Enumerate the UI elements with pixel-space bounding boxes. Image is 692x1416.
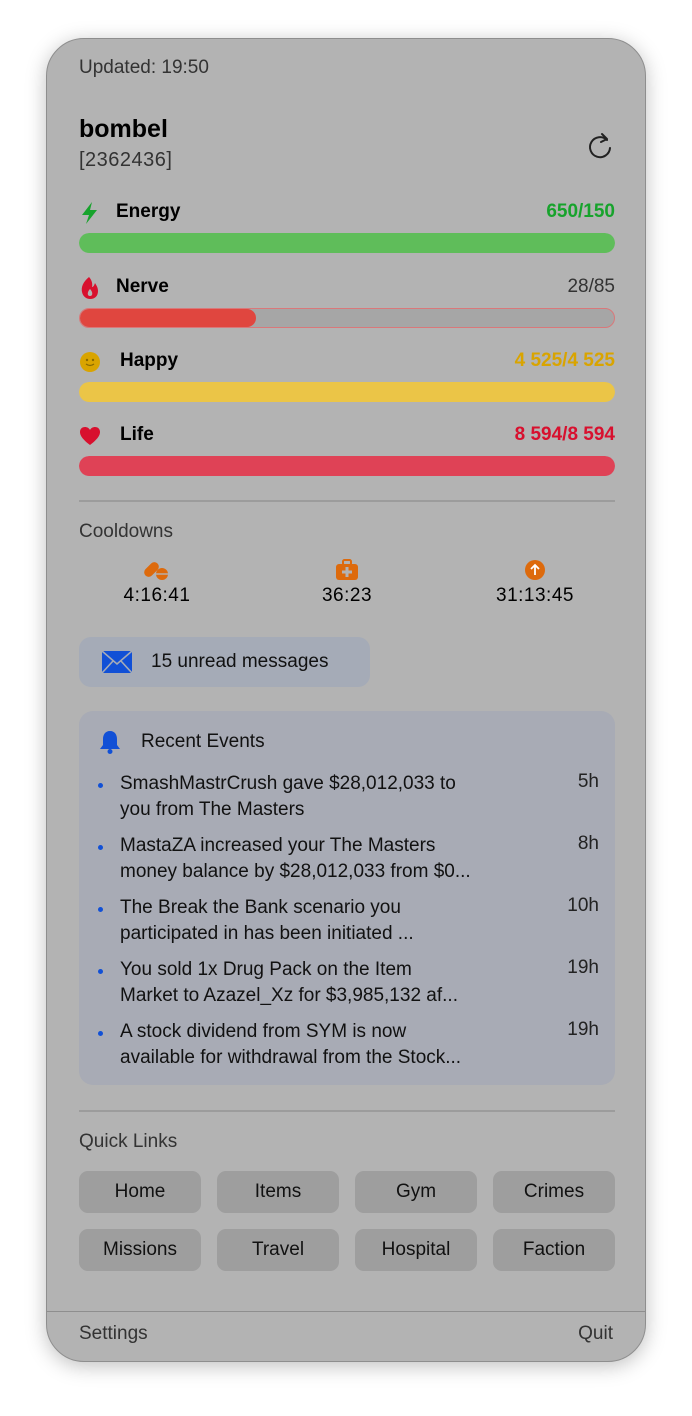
stat-label: Life [120,424,154,445]
event-text-line1: A stock dividend from SYM is now [120,1021,407,1042]
footer-divider [47,1311,645,1312]
cooldown-booster: 31:13:45 [465,559,605,607]
bullet-icon [98,1031,103,1036]
quit-button[interactable]: Quit [578,1323,613,1344]
recent-events-title: Recent Events [141,731,265,752]
booster-arrow-icon [525,560,545,580]
bullet-icon [98,907,103,912]
progress-fill [79,233,615,253]
event-time: 19h [567,1019,599,1040]
quick-links-title: Quick Links [79,1131,178,1152]
unread-messages-button[interactable]: 15 unread messages [79,637,370,687]
event-text-line1: The Break the Bank scenario you [120,897,401,918]
medkit-icon [336,559,358,580]
quick-link-faction[interactable]: Faction [493,1229,615,1271]
smiley-icon [80,352,100,372]
cooldowns-title: Cooldowns [79,521,173,542]
stat-label: Energy [116,201,181,222]
stat-value: 650/150 [546,201,615,222]
envelope-icon [101,650,133,674]
bell-icon [100,731,120,754]
event-time: 10h [567,895,599,916]
stat-value: 28/85 [567,276,615,297]
event-text-line2: available for withdrawal from the Stock.… [120,1047,462,1068]
refresh-icon[interactable] [585,131,615,161]
quick-link-missions[interactable]: Missions [79,1229,201,1271]
event-text-line2: participated in has been initiated ... [120,923,414,944]
progress-fill [80,309,257,327]
messages-label: 15 unread messages [151,651,329,672]
quick-link-hospital[interactable]: Hospital [355,1229,477,1271]
event-time: 5h [577,771,599,792]
quick-link-travel[interactable]: Travel [217,1229,339,1271]
bolt-icon [82,202,97,224]
bullet-icon [98,845,103,850]
divider [79,500,615,502]
event-text-line1: SmashMastrCrush gave $28,012,033 to [120,773,456,794]
event-text-line2: money balance by $28,012,033 from $0... [120,861,471,882]
player-name: bombel [79,115,168,143]
progress-bar [79,233,615,253]
event-time: 19h [567,957,599,978]
pills-icon [144,562,168,580]
cooldown-medical: 36:23 [277,559,417,607]
divider [79,1110,615,1112]
quick-link-items[interactable]: Items [217,1171,339,1213]
progress-fill [79,382,615,402]
progress-bar [79,382,615,402]
event-text-line2: Market to Azazel_Xz for $3,985,132 af... [120,985,458,1006]
cooldown-value: 36:23 [321,585,373,606]
stat-label: Happy [120,350,179,371]
progress-bar [79,456,615,476]
quick-link-gym[interactable]: Gym [355,1171,477,1213]
updated-time: Updated: 19:50 [79,57,209,78]
event-text-line2: you from The Masters [120,799,305,820]
cooldown-drug: 4:16:41 [87,559,227,607]
popover-window: Updated: 19:50 bombel [2362436] Energy 6… [46,38,646,1362]
event-text-line1: MastaZA increased your The Masters [120,835,436,856]
cooldown-value: 4:16:41 [123,585,191,606]
heart-icon [80,427,100,445]
stat-label: Nerve [116,276,169,297]
bullet-icon [98,969,103,974]
settings-button[interactable]: Settings [79,1323,148,1344]
progress-bar [79,308,615,328]
stat-value: 8 594/8 594 [514,424,615,445]
stat-value: 4 525/4 525 [514,350,615,371]
event-time: 8h [577,833,599,854]
player-id: [2362436] [79,149,173,171]
cooldown-value: 31:13:45 [496,585,574,606]
progress-fill [79,456,615,476]
quick-link-home[interactable]: Home [79,1171,201,1213]
event-text-line1: You sold 1x Drug Pack on the Item [120,959,412,980]
quick-link-crimes[interactable]: Crimes [493,1171,615,1213]
flame-icon [81,277,98,299]
bullet-icon [98,783,103,788]
recent-events-panel: Recent Events SmashMastrCrush gave $28,0… [79,711,615,1085]
